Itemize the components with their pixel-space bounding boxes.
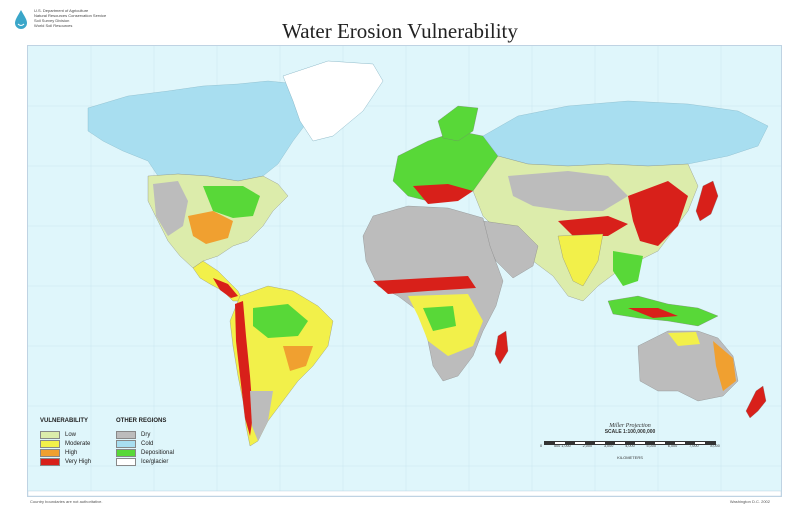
patagonia-dry [250,391,273,441]
scale-units: KILOMETERS [617,455,643,460]
antarctica [28,490,781,496]
usa-west-dry [153,181,188,236]
legend-item: Depositional [116,448,174,457]
projection-label: Miller Projection [609,423,651,429]
andes-veryhigh [235,301,253,436]
scale-tick-label: 6,000 [667,444,678,448]
new-zealand [745,385,767,419]
europe-veryhigh [413,184,473,204]
brazil-high [283,346,313,371]
footer-note: Country boundaries are not authoritative… [30,499,103,504]
china-veryhigh [628,181,688,246]
legend-swatch [40,439,60,448]
africa [362,205,504,382]
north-america-cold [87,80,314,182]
legend-label: Very High [65,458,92,465]
legend-swatch [116,457,136,466]
legend-item: Dry [116,430,174,439]
himalaya-veryhigh [558,216,628,236]
legend-vulnerability: VULNERABILITY Low Moderate High Very Hig… [40,418,91,466]
legend-label: Low [65,431,77,438]
legend-swatch [116,439,136,448]
scale-tick-label: 7,000 [689,444,699,448]
scale-tick-label: 5,000 [646,444,656,448]
legend-label: Moderate [65,440,91,447]
greenland [282,60,384,142]
world-map-svg [28,46,781,496]
central-asia-dry [508,171,628,211]
legend-label: Ice/glacier [141,458,169,465]
indonesia-veryhigh [628,308,678,318]
legend-label: Depositional [141,449,175,456]
legend-item: Moderate [40,439,91,448]
scale-ratio: SCALE 1:100,000,000 [604,429,656,435]
central-america-veryhigh [213,278,238,298]
se-asia [613,251,643,286]
scale-tick-label: 0 [540,444,543,448]
australia-east-high [713,341,736,391]
legend-heading: OTHER REGIONS [116,418,167,424]
legend-item: Low [40,430,91,439]
scale-tick-label: 500 1,000 [553,444,571,448]
australia-north [668,332,700,346]
legend-label: Cold [141,440,154,447]
amazon-depositional [253,304,308,338]
scale-bar-line [544,441,716,445]
sahel-veryhigh [373,276,476,294]
usa-east-depositional [203,186,260,218]
footer-place-date: Washington D.C. 2002 [729,499,770,504]
map-title: Water Erosion Vulnerability [282,19,518,43]
legend-label: Dry [141,431,151,438]
agency-line: Soil Survey Division [34,18,70,23]
usa-highrisk [188,211,233,244]
legend-heading: VULNERABILITY [40,418,88,424]
legend-item: Very High [40,457,91,466]
scale-tick-label: 8,000 [710,444,720,448]
madagascar [494,330,509,365]
legend-swatch [40,448,60,457]
legend-label: High [65,449,78,456]
scale-tick-label: 3,000 [603,444,614,448]
agency-line: World Soil Resources [34,23,73,28]
legend-item: Cold [116,439,174,448]
legend-swatch [116,430,136,439]
india [557,233,604,287]
legend-item: High [40,448,91,457]
legend-swatch [40,457,60,466]
congo-depositional [423,306,456,331]
scale-tick-label: 2,000 [582,444,593,448]
agency-block: U.S. Department of Agriculture Natural R… [12,8,106,32]
legend-other-regions: OTHER REGIONS Dry Cold Depositional Ice/… [116,418,174,466]
scale-ticks: 0 500 1,000 2,000 3,000 4,000 5,000 6,000 7,000… [540,444,720,448]
water-drop-logo-icon [15,10,27,29]
scale-tick-label: 4,000 [625,444,635,448]
agency-line: Natural Resources Conservation Service [34,13,107,18]
asia-cold [482,100,769,167]
legend-item: Ice/glacier [116,457,174,466]
scale-block: Miller Projection SCALE 1:100,000,000 0 5… [540,423,720,460]
legend-swatch [116,448,136,457]
scale-bar: 0 500 1,000 2,000 3,000 4,000 5,000 6,000 7,000… [540,437,720,453]
legend-swatch [40,430,60,439]
scandinavia [437,105,479,142]
japan [695,180,719,222]
agency-line: U.S. Department of Agriculture [34,8,89,13]
australia [637,330,739,402]
world-map [27,45,782,497]
